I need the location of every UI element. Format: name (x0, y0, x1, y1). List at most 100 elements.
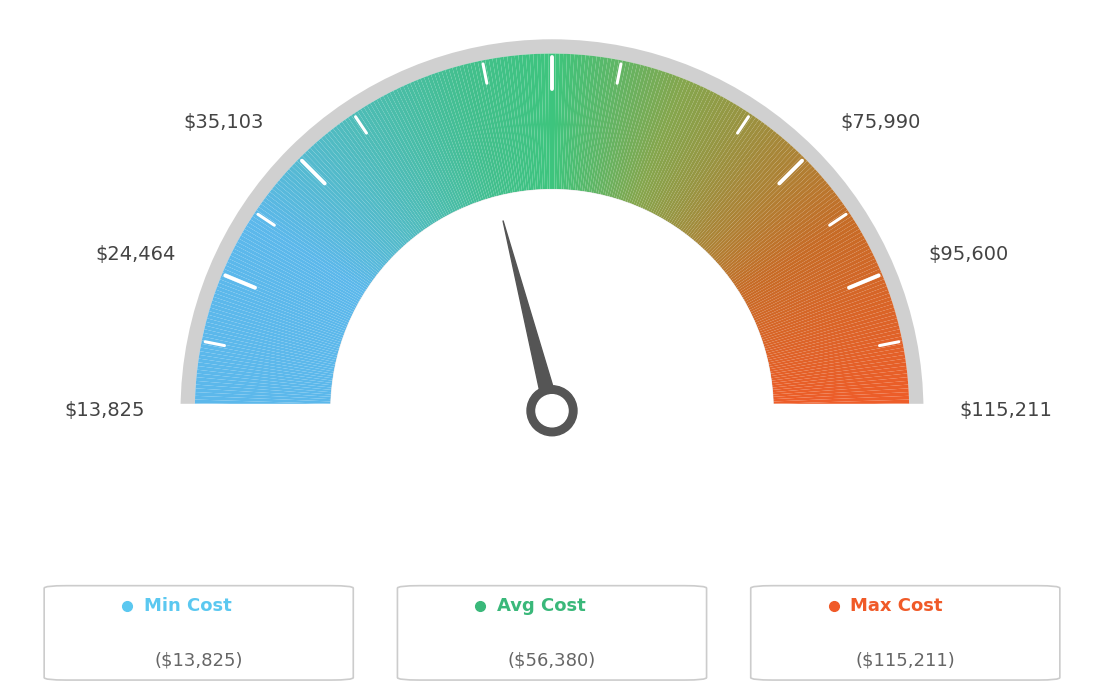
Wedge shape (573, 55, 590, 190)
Wedge shape (206, 315, 339, 353)
Wedge shape (616, 69, 659, 199)
Wedge shape (721, 180, 827, 270)
Wedge shape (248, 219, 365, 294)
Wedge shape (566, 55, 578, 190)
Wedge shape (605, 64, 640, 196)
FancyBboxPatch shape (397, 586, 707, 680)
Wedge shape (772, 366, 906, 385)
Wedge shape (500, 57, 522, 192)
Wedge shape (197, 377, 331, 392)
Wedge shape (680, 119, 762, 232)
Wedge shape (774, 403, 910, 408)
Wedge shape (763, 304, 894, 347)
Wedge shape (655, 95, 721, 215)
Text: $75,990: $75,990 (840, 113, 921, 132)
Wedge shape (223, 269, 349, 325)
Wedge shape (582, 57, 604, 192)
Wedge shape (586, 58, 612, 193)
Wedge shape (364, 106, 437, 223)
Wedge shape (723, 183, 829, 271)
Wedge shape (316, 140, 407, 245)
Wedge shape (197, 370, 332, 388)
Wedge shape (438, 71, 484, 201)
Wedge shape (712, 164, 813, 259)
Wedge shape (659, 98, 728, 218)
Wedge shape (588, 59, 615, 193)
Wedge shape (235, 242, 357, 308)
Wedge shape (677, 115, 756, 229)
Wedge shape (734, 207, 848, 286)
Text: ($56,380): ($56,380) (508, 651, 596, 669)
Wedge shape (331, 190, 773, 411)
Wedge shape (730, 198, 841, 281)
Wedge shape (556, 54, 563, 190)
Wedge shape (771, 355, 905, 378)
Wedge shape (195, 381, 331, 395)
Wedge shape (195, 392, 331, 402)
Wedge shape (554, 54, 560, 189)
Wedge shape (751, 252, 873, 315)
Wedge shape (522, 55, 535, 190)
Wedge shape (216, 286, 344, 336)
Text: Max Cost: Max Cost (850, 597, 943, 615)
Wedge shape (740, 223, 858, 296)
Wedge shape (195, 384, 331, 397)
Text: ($115,211): ($115,211) (856, 651, 955, 669)
Wedge shape (474, 61, 506, 195)
Wedge shape (225, 262, 351, 321)
Wedge shape (675, 113, 753, 228)
Wedge shape (693, 135, 783, 242)
Wedge shape (575, 55, 593, 190)
Wedge shape (202, 337, 336, 367)
Wedge shape (511, 55, 529, 190)
Wedge shape (496, 57, 520, 192)
Wedge shape (287, 169, 389, 263)
Wedge shape (229, 255, 352, 317)
Wedge shape (269, 189, 379, 275)
Text: $95,600: $95,600 (928, 246, 1008, 264)
Wedge shape (198, 359, 333, 381)
Wedge shape (199, 355, 333, 378)
Wedge shape (549, 54, 552, 189)
Wedge shape (662, 101, 734, 220)
Wedge shape (321, 135, 411, 242)
Wedge shape (200, 348, 335, 374)
Wedge shape (773, 388, 909, 399)
Wedge shape (376, 98, 445, 218)
Wedge shape (544, 54, 550, 189)
Wedge shape (603, 63, 637, 196)
Wedge shape (652, 92, 718, 215)
Wedge shape (201, 340, 335, 369)
Wedge shape (336, 124, 420, 235)
Wedge shape (319, 138, 410, 243)
Wedge shape (745, 235, 866, 304)
Wedge shape (672, 111, 750, 226)
Wedge shape (205, 322, 338, 358)
Wedge shape (212, 297, 342, 342)
Wedge shape (261, 201, 373, 282)
Wedge shape (390, 91, 454, 213)
Wedge shape (258, 204, 371, 284)
Wedge shape (238, 235, 359, 304)
Wedge shape (198, 366, 332, 385)
Wedge shape (339, 122, 422, 233)
Wedge shape (308, 148, 402, 249)
Wedge shape (594, 60, 623, 194)
Wedge shape (709, 158, 807, 256)
Wedge shape (612, 67, 651, 198)
Wedge shape (766, 322, 899, 358)
Wedge shape (427, 75, 477, 203)
Wedge shape (206, 318, 338, 355)
Wedge shape (373, 99, 444, 219)
Wedge shape (743, 229, 861, 300)
Wedge shape (393, 89, 456, 213)
Wedge shape (764, 308, 895, 349)
Wedge shape (729, 195, 839, 279)
Wedge shape (203, 329, 337, 362)
Wedge shape (302, 153, 399, 253)
Wedge shape (648, 89, 711, 213)
Wedge shape (417, 79, 470, 206)
Wedge shape (514, 55, 531, 190)
Wedge shape (773, 396, 909, 404)
Wedge shape (667, 106, 740, 223)
